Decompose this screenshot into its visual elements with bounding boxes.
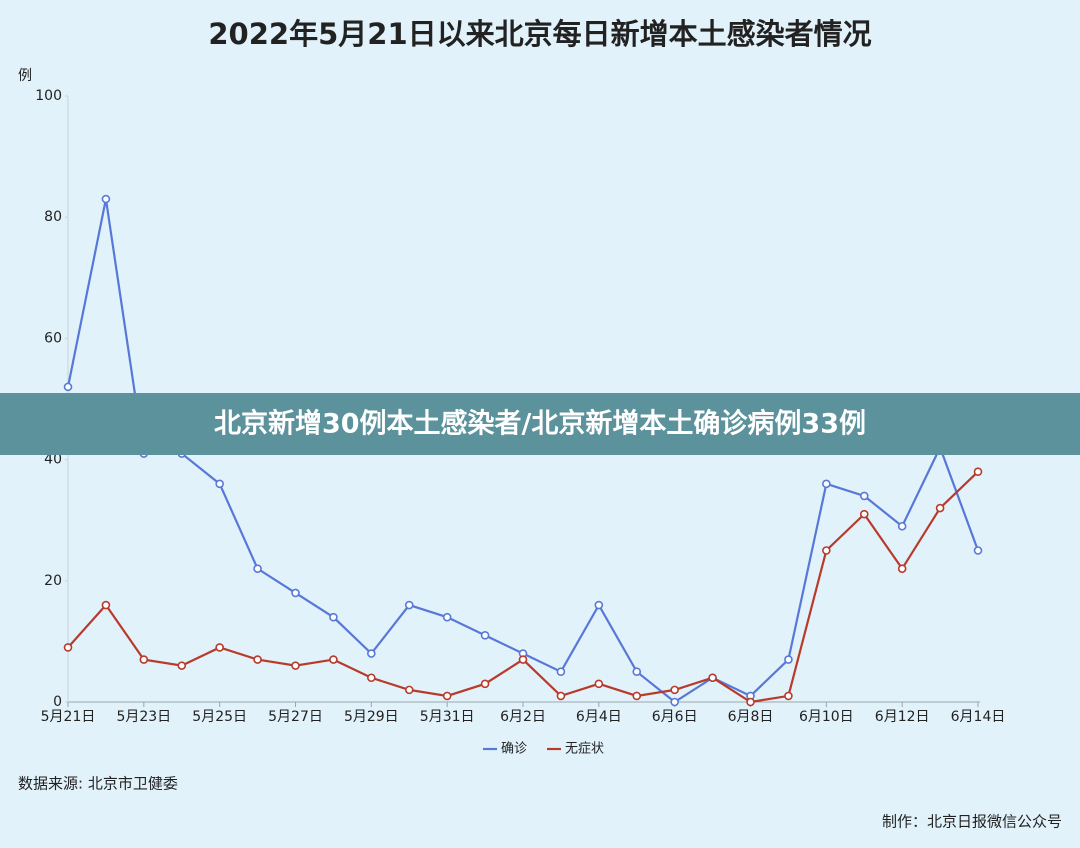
- data-point: [935, 503, 945, 513]
- data-point: [594, 679, 604, 689]
- x-tick-label: 5月23日: [116, 709, 171, 725]
- x-tick-label: 5月25日: [192, 709, 247, 725]
- data-point: [822, 479, 831, 489]
- data-point: [253, 655, 262, 664]
- legend-label: 无症状: [565, 742, 604, 757]
- y-tick-label: 20: [44, 573, 62, 589]
- data-point: [291, 661, 300, 670]
- data-point: [746, 697, 755, 707]
- data-point: [442, 612, 452, 622]
- data-point: [784, 655, 793, 664]
- data-point: [973, 546, 983, 555]
- data-point: [139, 655, 149, 664]
- banner: 北京新增30例本土感染者/北京新增本土确诊病例33例: [214, 408, 866, 440]
- legend-label: 确诊: [501, 742, 527, 757]
- x-tick-label: 5月27日: [268, 709, 323, 725]
- x-tick-label: 5月29日: [344, 709, 399, 725]
- x-tick-label: 6月6日: [652, 709, 698, 725]
- y-tick-label: 40: [44, 452, 62, 468]
- data-point: [63, 643, 73, 652]
- data-point: [480, 679, 490, 689]
- data-point: [859, 509, 869, 519]
- data-point: [367, 673, 376, 683]
- data-point: [632, 691, 642, 701]
- plot: 0 20 40 60 80 100 5月21日 5月23日 5月25日 5月27日 5月29日 5月3…: [35, 88, 1005, 757]
- data-point: [215, 479, 224, 489]
- y-tick-label: 80: [44, 209, 62, 225]
- data-point: [329, 655, 338, 664]
- data-point: [670, 697, 679, 707]
- y-tick-label: 0: [53, 694, 62, 710]
- data-point: [594, 600, 604, 610]
- x-tick-label: 5月31日: [420, 709, 475, 725]
- data-point: [404, 685, 414, 695]
- x-tick-label: 6月10日: [799, 709, 854, 725]
- data-point: [822, 546, 831, 555]
- data-point: [897, 521, 907, 531]
- data-point: [177, 661, 187, 670]
- data-point: [518, 655, 528, 664]
- data-point: [63, 382, 73, 392]
- y-tick-label: 60: [44, 330, 62, 346]
- data-point: [859, 491, 869, 501]
- x-tick-label: 5月21日: [41, 709, 96, 725]
- banner-bg: [0, 393, 1080, 455]
- credit: 制作：北京日报微信公众号: [882, 813, 1062, 831]
- x-tick-label: 6月2日: [500, 709, 546, 725]
- chart-title: 2022年5月21日以来北京每日新增本土感染者情况: [208, 17, 871, 51]
- data-point: [556, 667, 566, 677]
- data-point: [670, 685, 679, 695]
- data-point: [556, 691, 566, 701]
- x-tick-label: 6月12日: [875, 709, 930, 725]
- data-point: [367, 649, 376, 658]
- y-tick-label: 100: [35, 88, 62, 104]
- data-point: [101, 600, 111, 610]
- x-tick-label: 6月14日: [951, 709, 1006, 725]
- data-point: [329, 612, 338, 622]
- data-point: [973, 467, 983, 477]
- y-axis-label: 例: [18, 68, 32, 84]
- x-tick-label: 6月4日: [576, 709, 622, 725]
- data-point: [442, 691, 452, 701]
- data-point: [291, 588, 300, 598]
- data-point: [708, 673, 717, 683]
- data-point: [480, 631, 490, 640]
- data-point: [897, 564, 907, 573]
- data-point: [404, 600, 414, 610]
- data-point: [784, 691, 793, 701]
- data-point: [632, 667, 642, 677]
- source: 数据来源: 北京市卫健委: [18, 775, 178, 793]
- data-point: [101, 194, 111, 204]
- data-point: [253, 564, 262, 573]
- data-point: [215, 643, 224, 652]
- x-tick-label: 6月8日: [728, 709, 774, 725]
